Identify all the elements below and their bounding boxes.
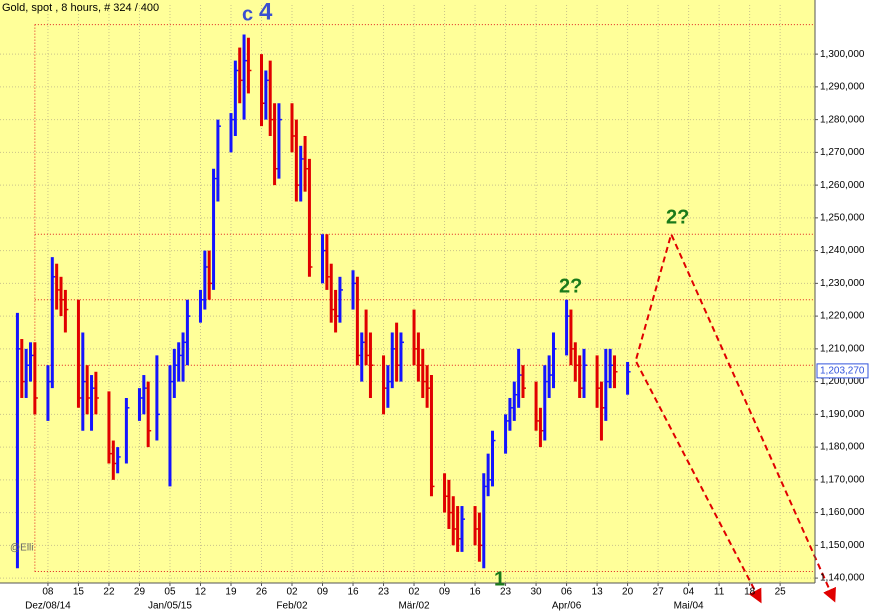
- x-tick-label: 20: [622, 587, 634, 598]
- y-tick-label: 1,210,000: [820, 343, 865, 354]
- y-tick-label: 1,180,000: [820, 442, 865, 453]
- x-tick-label: 02: [286, 587, 298, 598]
- x-tick-label: 02: [408, 587, 420, 598]
- x-tick-label: 13: [592, 587, 604, 598]
- x-tick-label: 25: [775, 587, 787, 598]
- x-tick-label: 12: [195, 587, 207, 598]
- plot-area: [0, 0, 815, 583]
- y-tick-label: 1,220,000: [820, 311, 865, 322]
- wave-label: 1: [494, 568, 505, 590]
- chart-title: Gold, spot , 8 hours, # 324 / 400: [2, 2, 159, 14]
- x-tick-label: 11: [714, 587, 725, 598]
- y-tick-label: 1,240,000: [820, 245, 865, 256]
- x-tick-label: 08: [42, 587, 54, 598]
- y-tick-label: 1,290,000: [820, 82, 865, 93]
- wave-label: 2?: [666, 206, 689, 228]
- projection-line: [635, 361, 762, 604]
- x-major-label: Apr/06: [552, 601, 582, 612]
- x-major-label: Mai/04: [674, 601, 704, 612]
- x-major-label: Jan/05/15: [148, 601, 192, 612]
- y-tick-label: 1,140,000: [820, 573, 865, 584]
- x-tick-label: 16: [347, 587, 359, 598]
- x-tick-label: 26: [256, 587, 268, 598]
- x-tick-label: 15: [73, 587, 85, 598]
- y-tick-label: 1,190,000: [820, 409, 865, 420]
- x-major-label: Dez/08/14: [25, 601, 71, 612]
- x-tick-label: 23: [500, 587, 512, 598]
- x-major-label: Mär/02: [398, 601, 430, 612]
- x-tick-label: 04: [683, 587, 695, 598]
- watermark: @Elli: [10, 543, 34, 554]
- y-tick-label: 1,200,000: [820, 376, 865, 387]
- x-tick-label: 23: [378, 587, 390, 598]
- y-tick-label: 1,160,000: [820, 507, 865, 518]
- x-tick-label: 05: [164, 587, 176, 598]
- y-tick-label: 1,270,000: [820, 147, 865, 158]
- x-tick-label: 22: [103, 587, 115, 598]
- wave-label: c: [242, 3, 253, 25]
- last-price-box: [816, 363, 869, 379]
- x-tick-label: 18: [744, 587, 756, 598]
- x-tick-label: 09: [317, 587, 329, 598]
- wave-label: 4: [259, 0, 273, 25]
- y-tick-label: 1,230,000: [820, 278, 865, 289]
- projection-line: [635, 231, 836, 603]
- y-tick-label: 1,300,000: [820, 49, 865, 60]
- y-tick-label: 1,280,000: [820, 114, 865, 125]
- last-price-label: 1,203,270: [820, 366, 865, 377]
- x-tick-label: 19: [225, 587, 237, 598]
- x-tick-label: 06: [561, 587, 573, 598]
- y-tick-label: 1,250,000: [820, 213, 865, 224]
- x-tick-label: 30: [531, 587, 543, 598]
- x-tick-label: 16: [469, 587, 481, 598]
- x-tick-label: 29: [134, 587, 146, 598]
- x-tick-label: 09: [439, 587, 451, 598]
- wave-label: 2?: [559, 275, 582, 297]
- x-tick-label: 27: [653, 587, 665, 598]
- y-tick-label: 1,150,000: [820, 540, 865, 551]
- x-major-label: Feb/02: [276, 601, 308, 612]
- y-tick-label: 1,260,000: [820, 180, 865, 191]
- y-tick-label: 1,170,000: [820, 474, 865, 485]
